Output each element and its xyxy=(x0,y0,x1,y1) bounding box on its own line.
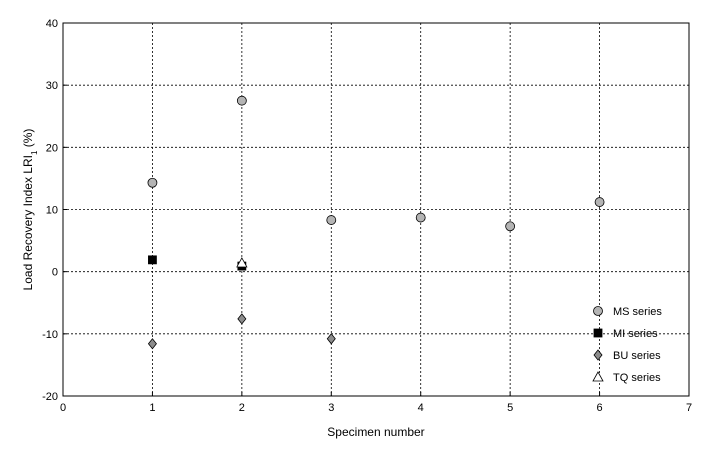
y-tick-label: 30 xyxy=(46,80,58,92)
x-tick-label: 0 xyxy=(60,402,66,414)
ms-series-point xyxy=(147,177,158,188)
bu-series-point xyxy=(326,333,336,345)
tick-labels: 0 1 2 3 4 5 6 7 -20 -10 0 10 20 30 40 xyxy=(42,18,692,414)
bu-series-point xyxy=(237,313,247,325)
legend-bu-series-marker xyxy=(593,349,603,361)
y-axis-title: Load Recovery Index LRI1 (%) xyxy=(21,129,39,291)
y-tick-label: 20 xyxy=(46,142,58,154)
y-axis-title-main: Load Recovery Index LRI xyxy=(21,155,35,290)
bu-series-point xyxy=(147,338,157,350)
y-tick-label: -20 xyxy=(42,391,58,403)
x-tick-label: 4 xyxy=(418,402,424,414)
legend-bu-series-label: BU series xyxy=(613,350,661,362)
ms-series-point xyxy=(236,95,247,106)
legend: MS series MI series BU series TQ series xyxy=(592,306,662,384)
y-tick-label: 0 xyxy=(52,267,58,279)
ms-series-point xyxy=(594,197,605,207)
legend-mi-series-label: MI series xyxy=(613,328,658,340)
x-tick-label: 5 xyxy=(507,402,513,414)
y-axis-title-subscript: 1 xyxy=(30,150,39,155)
y-axis-title-unit: (%) xyxy=(21,129,35,151)
legend-mi-series-marker xyxy=(593,328,603,338)
x-tick-label: 2 xyxy=(239,402,245,414)
ms-series-point xyxy=(326,215,337,225)
x-axis-title: Specimen number xyxy=(327,425,424,439)
legend-tq-series-marker xyxy=(592,371,604,382)
x-tick-label: 6 xyxy=(597,402,603,414)
legend-tq-series-label: TQ series xyxy=(613,372,661,384)
legend-ms-series-label: MS series xyxy=(613,306,662,318)
tq-series-point xyxy=(236,257,248,268)
y-tick-label: 10 xyxy=(46,205,58,217)
x-tick-label: 3 xyxy=(328,402,334,414)
mi-series-point xyxy=(148,255,157,265)
ms-series-point xyxy=(415,212,426,223)
data-points xyxy=(147,95,605,350)
y-tick-label: 40 xyxy=(46,18,58,30)
x-tick-label: 7 xyxy=(686,402,692,414)
y-tick-label: -10 xyxy=(42,329,58,341)
x-tick-label: 1 xyxy=(149,402,155,414)
legend-ms-series-marker xyxy=(593,306,603,316)
grid-lines xyxy=(63,23,689,396)
ms-series-point xyxy=(505,221,516,232)
